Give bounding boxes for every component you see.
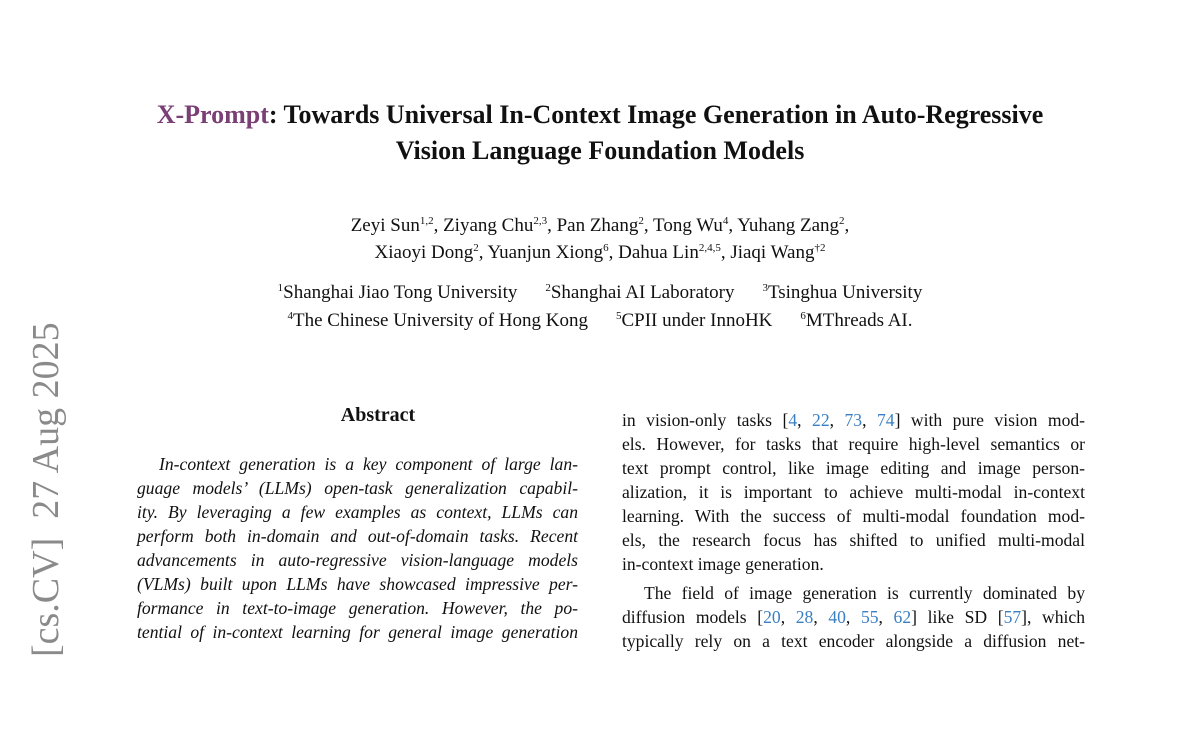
author: Ziyang Chu2,3, xyxy=(443,215,557,236)
author: Zeyi Sun1,2, xyxy=(350,215,444,236)
text-line: (VLMs) built upon LLMs have showcased im… xyxy=(137,574,578,594)
author-affiliation-mark: 1,2 xyxy=(419,215,434,227)
text-line: in-context image generation. xyxy=(622,554,824,574)
affiliation-name: The Chinese University of Hong Kong xyxy=(292,310,588,331)
title-line-2: Vision Language Foundation Models xyxy=(395,136,805,165)
author: Dahua Lin2,4,5, xyxy=(618,242,731,263)
affiliation: 2Shanghai AI Laboratory xyxy=(545,282,734,303)
text-line: The field of image generation is current… xyxy=(644,583,1085,603)
citation-link[interactable]: 73 xyxy=(844,410,863,430)
affiliation: 1Shanghai Jiao Tong University xyxy=(278,282,518,303)
affiliations: 1Shanghai Jiao Tong University 2Shanghai … xyxy=(0,279,1200,335)
author-list: Zeyi Sun1,2, Ziyang Chu2,3, Pan Zhang2, … xyxy=(0,212,1200,266)
citation-link[interactable]: 55 xyxy=(860,607,879,627)
citation-link[interactable]: 4 xyxy=(788,410,798,430)
author-affiliation-mark: 2 xyxy=(638,215,644,227)
text-line: formance in text-to-image generation. Ho… xyxy=(137,598,578,618)
author-affiliation-mark: †2 xyxy=(814,242,826,254)
citation-link[interactable]: 62 xyxy=(893,607,912,627)
affiliation-name: Tsinghua University xyxy=(767,282,923,303)
title-text: : Towards Universal In-Context Image Gen… xyxy=(268,100,1044,129)
author-name: Yuanjun Xiong xyxy=(487,242,604,263)
title-line-1: X-Prompt: Towards Universal In-Context I… xyxy=(0,97,1200,133)
author: Tong Wu4, xyxy=(653,215,738,236)
author-affiliation-mark: 6 xyxy=(603,242,609,254)
author-name: Tong Wu xyxy=(653,215,723,236)
affiliation-name: CPII under InnoHK xyxy=(621,310,773,331)
text-line: in vision-only tasks [4, 22, 73, 74] wit… xyxy=(622,410,1086,430)
author-affiliation-mark: 2,3 xyxy=(533,215,548,227)
author-name: Jiaqi Wang xyxy=(730,242,815,263)
citation-link[interactable]: 28 xyxy=(795,607,814,627)
author-name: Dahua Lin xyxy=(618,242,699,263)
citation-link[interactable]: 57 xyxy=(1003,607,1022,627)
author: Yuanjun Xiong6, xyxy=(487,242,619,263)
citation-link[interactable]: 20 xyxy=(763,607,781,627)
affiliation-number: 5 xyxy=(615,310,622,322)
citation-link[interactable]: 74 xyxy=(876,410,895,430)
affiliation-name: Shanghai AI Laboratory xyxy=(550,282,735,303)
affiliation: 5CPII under InnoHK xyxy=(616,310,772,331)
text-line: typically rely on a text encoder alongsi… xyxy=(622,631,1085,651)
author-name: Yuhang Zang xyxy=(737,215,840,236)
author-name: Xiaoyi Dong xyxy=(374,242,474,263)
affiliation-number: 3 xyxy=(762,282,768,294)
affiliation-name: Shanghai Jiao Tong University xyxy=(283,282,518,303)
affiliation-number: 6 xyxy=(800,310,806,322)
author-affiliation-mark: 2 xyxy=(473,242,479,254)
text-line: els. However, for tasks that require hig… xyxy=(622,434,1085,454)
author: Xiaoyi Dong2, xyxy=(374,242,488,263)
title-brand: X-Prompt xyxy=(156,100,269,129)
affiliation: 6MThreads AI. xyxy=(800,310,912,331)
author-name: Pan Zhang xyxy=(556,215,639,236)
text-line: alization, it is important to achieve mu… xyxy=(622,482,1085,502)
affiliation-number: 1 xyxy=(277,282,284,294)
text-line: text prompt control, like image editing … xyxy=(622,458,1085,478)
author-line-1: Zeyi Sun1,2, Ziyang Chu2,3, Pan Zhang2, … xyxy=(0,212,1200,239)
author: Yuhang Zang2, xyxy=(737,215,850,236)
abstract-heading: Abstract xyxy=(340,404,416,426)
text-line: guage models’ (LLMs) open-task generaliz… xyxy=(137,478,578,498)
text-line: learning. With the success of multi-moda… xyxy=(622,506,1085,526)
affiliation-number: 4 xyxy=(287,310,293,322)
author-name: Ziyang Chu xyxy=(443,215,534,236)
text-line: ity. By leveraging a few examples as con… xyxy=(137,502,578,522)
author-affiliation-mark: 2 xyxy=(839,215,845,227)
affiliation-line-1: 1Shanghai Jiao Tong University 2Shanghai … xyxy=(0,279,1200,307)
author: Jiaqi Wang†2 xyxy=(730,242,825,263)
text-line: advancements in auto-regressive vision-l… xyxy=(137,550,578,570)
affiliation: 4The Chinese University of Hong Kong xyxy=(287,310,587,331)
affiliation-line-2: 4The Chinese University of Hong Kong 5CPI… xyxy=(0,307,1200,335)
affiliation: 3Tsinghua University xyxy=(762,282,922,303)
arxiv-stamp: [cs.CV] 27 Aug 2025 xyxy=(25,322,67,657)
paper-title: X-Prompt: Towards Universal In-Context I… xyxy=(0,97,1200,169)
author: Pan Zhang2, xyxy=(556,215,654,236)
citation-link[interactable]: 22 xyxy=(812,410,830,430)
text-line: In-context generation is a key component… xyxy=(159,454,578,474)
text-line: diffusion models [20, 28, 40, 55, 62] li… xyxy=(622,607,1086,627)
author-name: Zeyi Sun xyxy=(350,215,420,236)
affiliation-name: MThreads AI. xyxy=(805,310,913,331)
affiliation-number: 2 xyxy=(545,282,551,294)
text-line: tential of in-context learning for gener… xyxy=(137,622,578,642)
citation-link[interactable]: 40 xyxy=(828,607,846,627)
author-line-2: Xiaoyi Dong2, Yuanjun Xiong6, Dahua Lin2… xyxy=(0,239,1200,266)
text-line: perform both in-domain and out-of-domain… xyxy=(137,526,578,546)
author-affiliation-mark: 4 xyxy=(722,215,729,227)
text-line: els, the research focus has shifted to u… xyxy=(622,530,1085,550)
author-affiliation-mark: 2,4,5 xyxy=(698,242,721,254)
